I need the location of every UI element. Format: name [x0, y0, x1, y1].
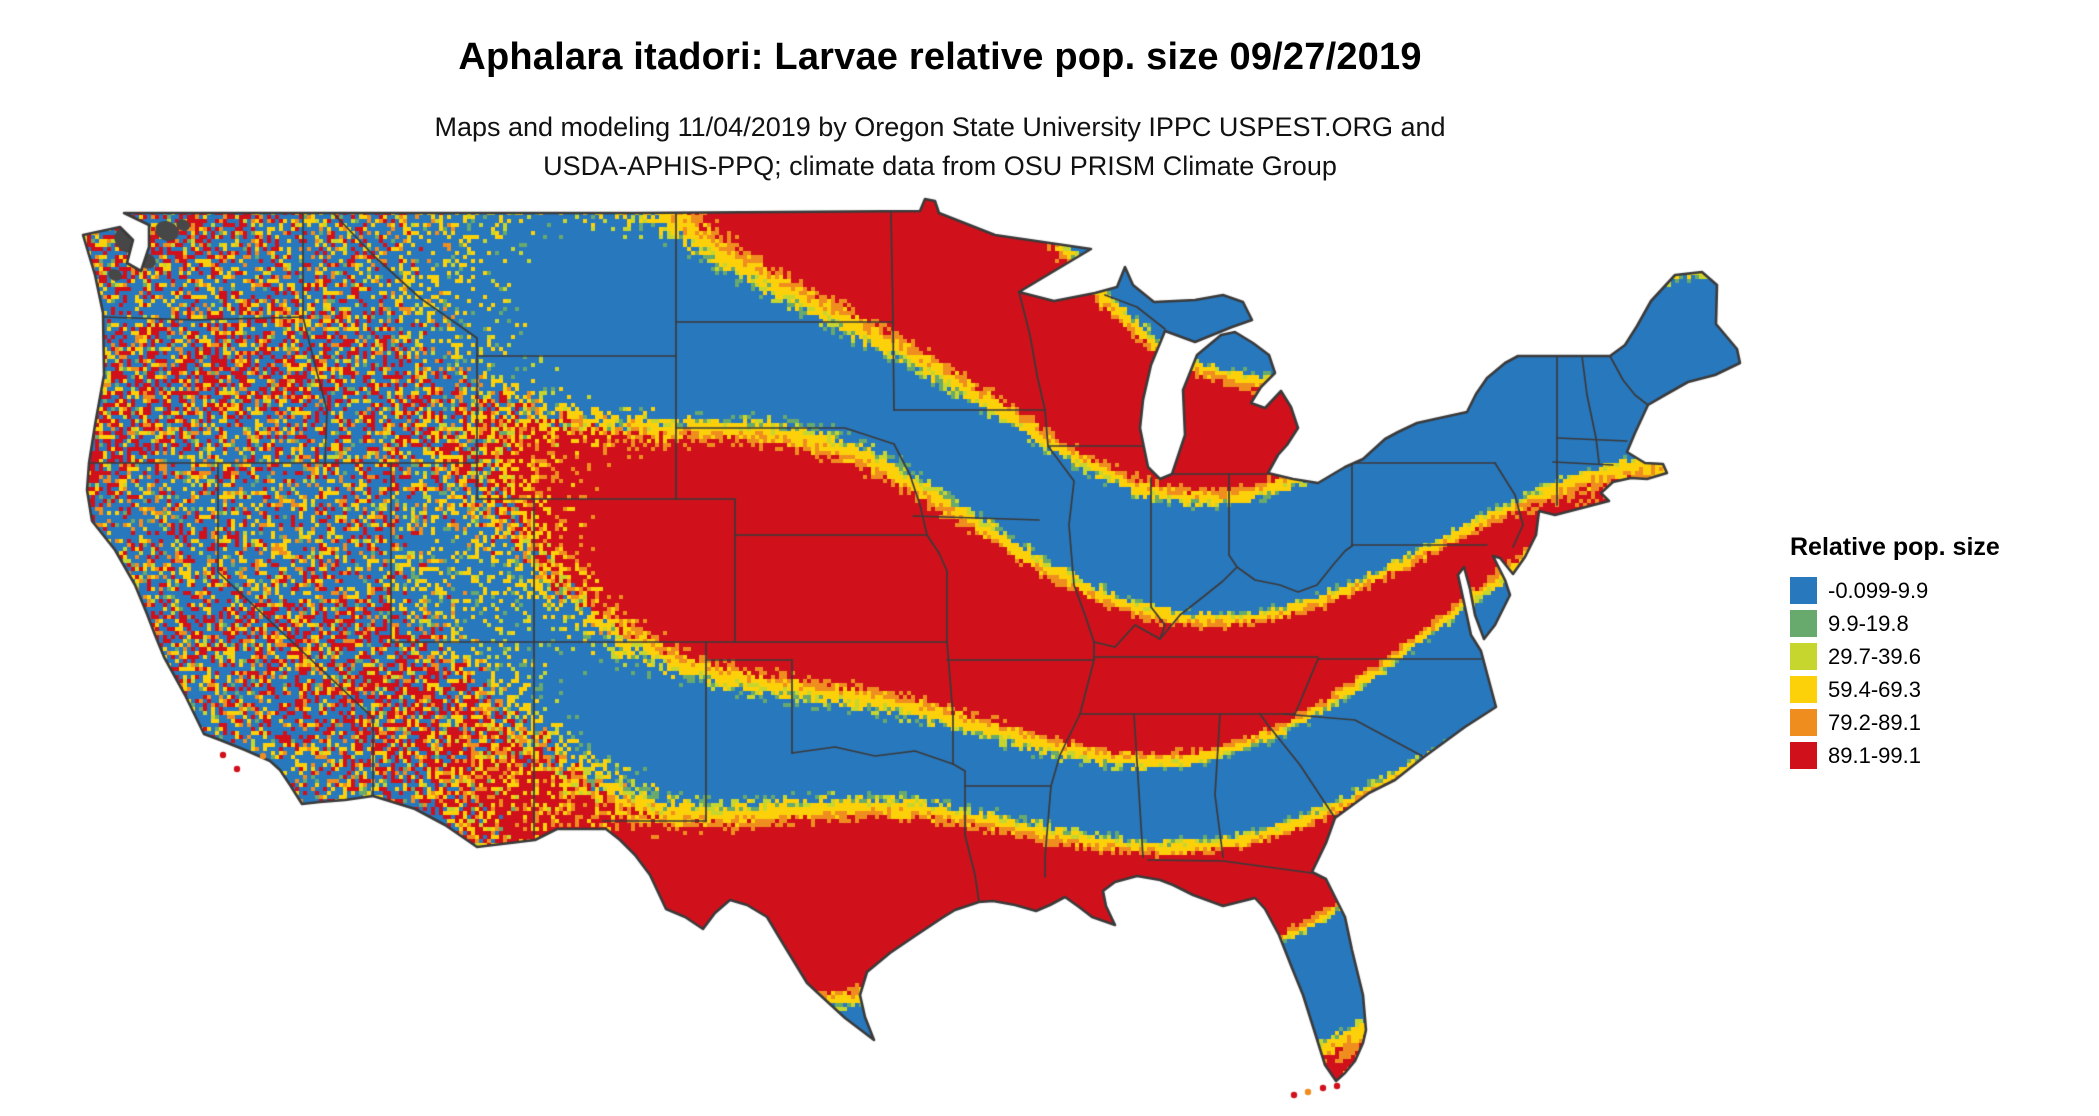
legend-item: 89.1-99.1: [1790, 742, 2000, 769]
legend-label: 89.1-99.1: [1828, 742, 1921, 768]
legend-items: -0.099-9.9 9.9-19.8 29.7-39.6 59.4-69.3 79.2…: [1790, 577, 2000, 769]
legend-item: -0.099-9.9: [1790, 577, 2000, 604]
legend-swatch: [1790, 610, 1817, 637]
legend-swatch: [1790, 577, 1817, 604]
us-choropleth-map-canvas: [75, 195, 1755, 1100]
legend-item: 29.7-39.6: [1790, 643, 2000, 670]
legend-item: 59.4-69.3: [1790, 676, 2000, 703]
legend-item: 9.9-19.8: [1790, 610, 2000, 637]
legend-label: -0.099-9.9: [1828, 577, 1929, 603]
map-title: Aphalara itadori: Larvae relative pop. s…: [458, 36, 1422, 78]
legend-label: 79.2-89.1: [1828, 709, 1921, 735]
legend-swatch: [1790, 643, 1817, 670]
legend-label: 59.4-69.3: [1828, 676, 1921, 702]
legend-swatch: [1790, 742, 1817, 769]
subtitle-line-1: Maps and modeling 11/04/2019 by Oregon S…: [434, 112, 1446, 142]
subtitle-line-2: USDA-APHIS-PPQ; climate data from OSU PR…: [543, 151, 1337, 182]
legend-swatch: [1790, 676, 1817, 703]
legend-item: 79.2-89.1: [1790, 709, 2000, 736]
legend: Relative pop. size -0.099-9.9 9.9-19.8 29.…: [1790, 533, 2000, 775]
legend-title: Relative pop. size: [1790, 533, 2000, 561]
legend-label: 29.7-39.6: [1828, 643, 1921, 669]
legend-swatch: [1790, 709, 1817, 736]
map-subtitle: Maps and modeling 11/04/2019 by Oregon S…: [0, 108, 1880, 186]
legend-label: 9.9-19.8: [1828, 610, 1909, 636]
